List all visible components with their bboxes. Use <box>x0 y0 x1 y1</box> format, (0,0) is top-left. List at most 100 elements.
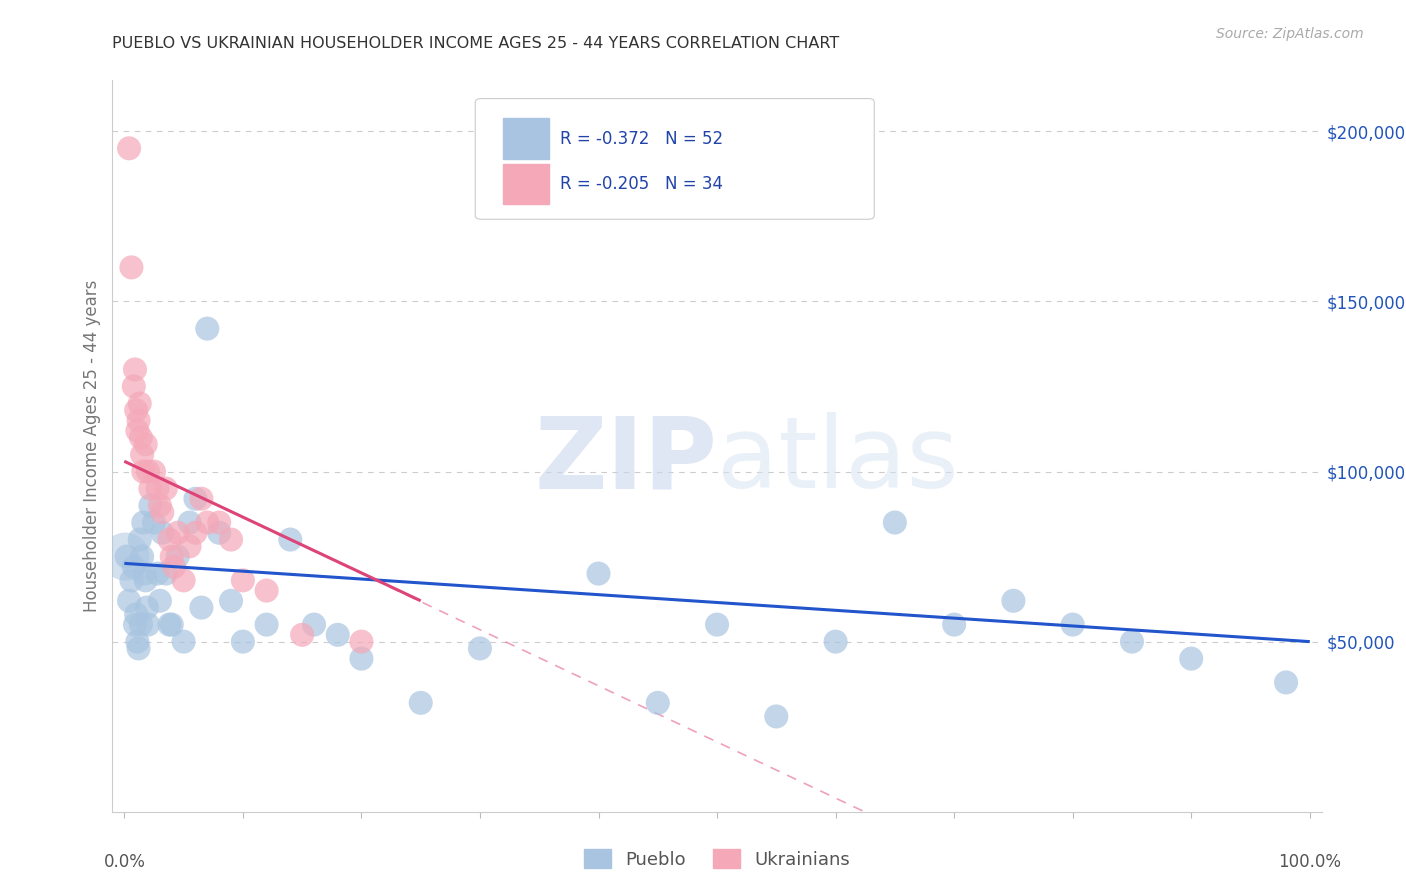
Point <box>131 448 153 462</box>
Point <box>208 525 231 540</box>
Point <box>136 617 159 632</box>
Point <box>114 549 136 564</box>
Point <box>143 465 166 479</box>
Point <box>125 607 148 622</box>
Point <box>588 566 610 581</box>
Point <box>232 634 254 648</box>
Point <box>765 709 787 723</box>
Point <box>118 141 141 155</box>
Point <box>127 424 149 438</box>
Text: atlas: atlas <box>717 412 959 509</box>
Point <box>127 634 149 648</box>
Y-axis label: Householder Income Ages 25 - 44 years: Householder Income Ages 25 - 44 years <box>83 280 101 612</box>
Point <box>1002 594 1025 608</box>
Point <box>166 549 188 564</box>
Point <box>219 533 242 547</box>
Point <box>179 516 201 530</box>
Point <box>278 533 301 547</box>
Point <box>143 516 166 530</box>
Point <box>135 437 157 451</box>
Point <box>190 491 212 506</box>
Point <box>149 594 172 608</box>
Point <box>132 516 155 530</box>
Point <box>184 525 207 540</box>
Point <box>195 516 218 530</box>
Point <box>128 396 150 410</box>
Point <box>124 617 146 632</box>
Point <box>125 403 148 417</box>
Point <box>190 600 212 615</box>
Point <box>146 482 169 496</box>
Point <box>120 574 142 588</box>
Point <box>120 260 142 275</box>
FancyBboxPatch shape <box>475 99 875 219</box>
Point <box>256 583 278 598</box>
Point <box>155 482 177 496</box>
Point <box>129 430 152 444</box>
Point <box>136 465 159 479</box>
Point <box>128 533 150 547</box>
Point <box>219 594 242 608</box>
Point <box>122 379 145 393</box>
Point <box>350 634 373 648</box>
Point <box>184 491 207 506</box>
Bar <box>503 164 548 204</box>
Point <box>166 525 188 540</box>
Point <box>173 574 195 588</box>
Point <box>128 413 150 427</box>
Point <box>157 617 180 632</box>
Point <box>146 566 169 581</box>
Point <box>409 696 432 710</box>
Point <box>134 566 156 581</box>
Text: R = -0.372   N = 52: R = -0.372 N = 52 <box>560 129 723 147</box>
Point <box>150 525 173 540</box>
Point <box>157 533 180 547</box>
Point <box>115 549 138 564</box>
Point <box>128 641 150 656</box>
Point <box>291 628 314 642</box>
Point <box>824 634 846 648</box>
Point <box>706 617 728 632</box>
Point <box>155 566 177 581</box>
Point <box>647 696 669 710</box>
Point <box>124 362 146 376</box>
Text: 100.0%: 100.0% <box>1278 853 1341 871</box>
Point <box>943 617 966 632</box>
Point <box>173 634 195 648</box>
Point <box>350 651 373 665</box>
Point <box>150 505 173 519</box>
Point <box>149 499 172 513</box>
Point <box>1180 651 1202 665</box>
Point <box>139 482 162 496</box>
Point <box>160 549 183 564</box>
Point <box>129 617 152 632</box>
Point <box>232 574 254 588</box>
Point <box>195 321 218 335</box>
Text: R = -0.205   N = 34: R = -0.205 N = 34 <box>560 175 723 193</box>
Point <box>118 594 141 608</box>
Point <box>208 516 231 530</box>
Point <box>122 559 145 574</box>
Text: 0.0%: 0.0% <box>104 853 145 871</box>
Text: ZIP: ZIP <box>534 412 717 509</box>
Point <box>883 516 905 530</box>
Text: PUEBLO VS UKRAINIAN HOUSEHOLDER INCOME AGES 25 - 44 YEARS CORRELATION CHART: PUEBLO VS UKRAINIAN HOUSEHOLDER INCOME A… <box>112 36 839 51</box>
Point <box>135 574 157 588</box>
Point <box>1275 675 1298 690</box>
Point <box>1062 617 1084 632</box>
Point <box>468 641 491 656</box>
Point <box>256 617 278 632</box>
Point <box>163 559 186 574</box>
Legend: Pueblo, Ukrainians: Pueblo, Ukrainians <box>576 842 858 876</box>
Point <box>132 465 155 479</box>
Point <box>139 499 162 513</box>
Point <box>131 549 153 564</box>
Point <box>1121 634 1143 648</box>
Point <box>326 628 349 642</box>
Point <box>302 617 325 632</box>
Point <box>135 600 157 615</box>
Text: Source: ZipAtlas.com: Source: ZipAtlas.com <box>1216 27 1364 41</box>
Point <box>160 617 183 632</box>
Point <box>179 540 201 554</box>
Bar <box>503 119 548 159</box>
